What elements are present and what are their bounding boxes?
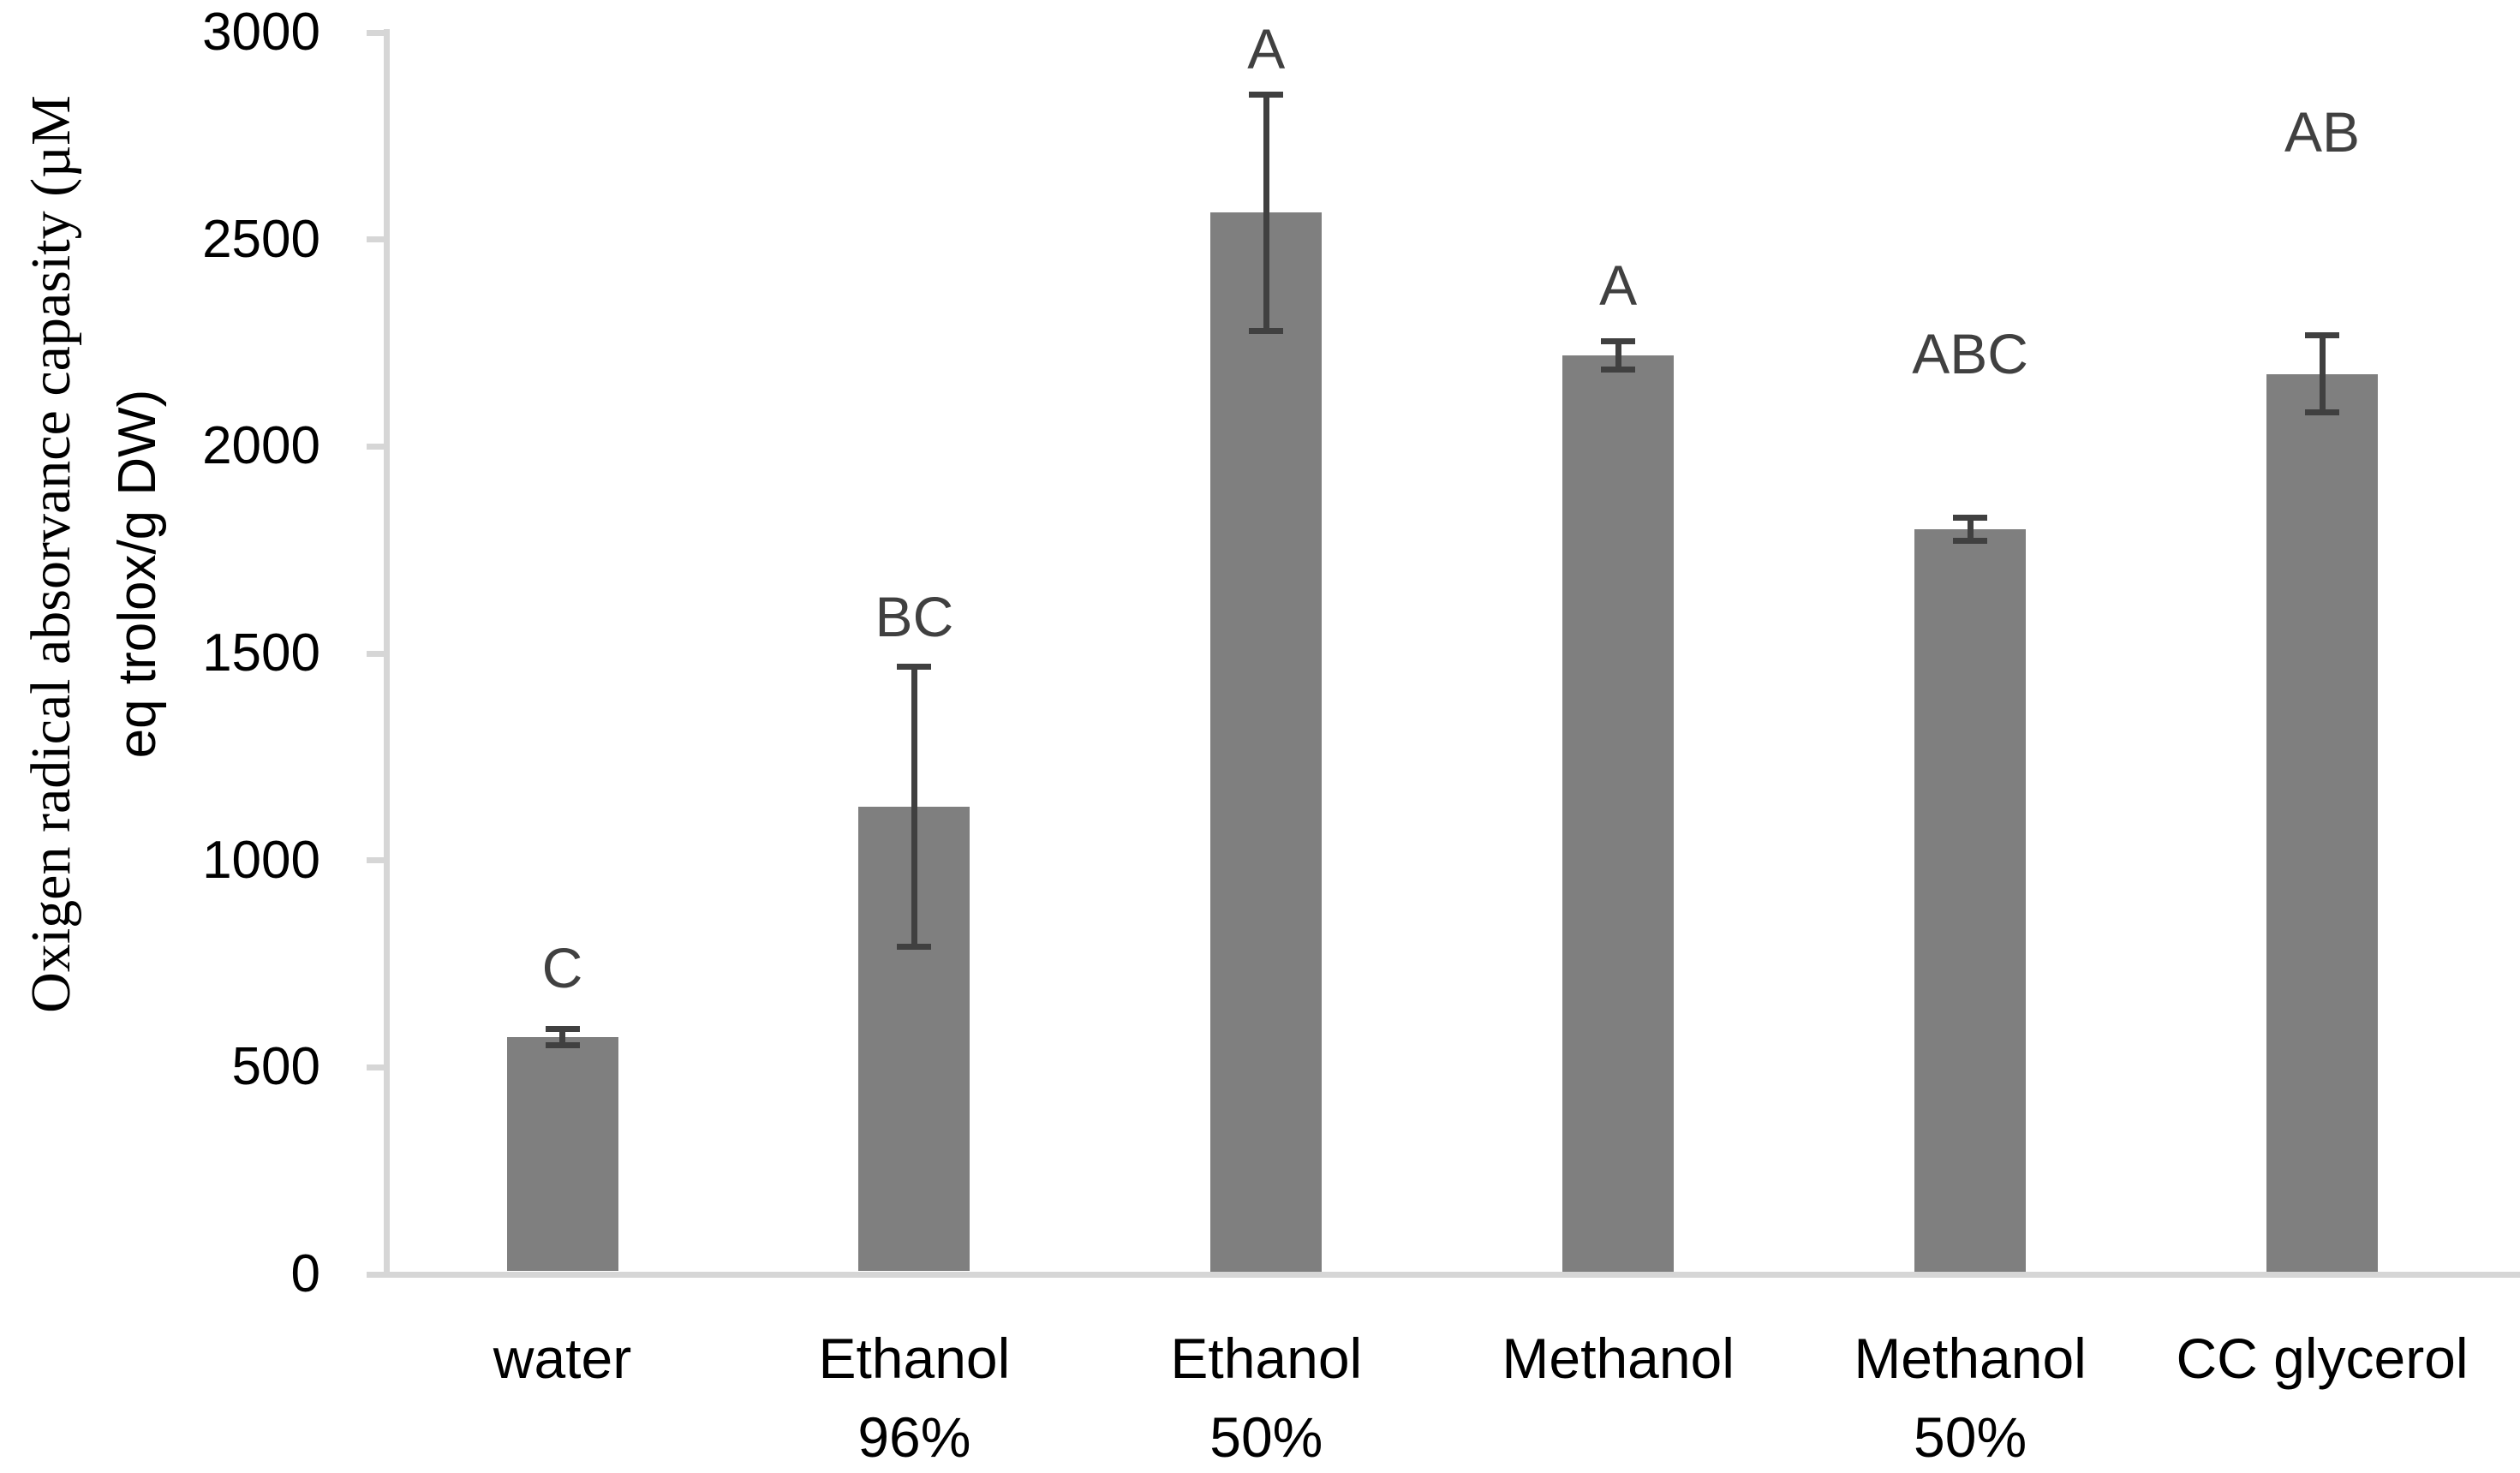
category-label-line: water <box>493 1327 632 1390</box>
significance-letter: C <box>541 936 583 1000</box>
bar <box>2266 373 2378 1272</box>
significance-letter: A <box>1247 17 1286 81</box>
y-tick-label: 0 <box>290 1244 320 1303</box>
significance-letter: ABC <box>1912 321 2028 385</box>
y-tick-mark <box>367 236 384 243</box>
x-axis-line <box>367 1271 2520 1278</box>
category-label-line: Ethanol <box>818 1327 1011 1390</box>
error-bar-cap-top <box>1601 337 1636 344</box>
bar <box>1210 212 1323 1272</box>
y-tick-mark <box>367 29 384 36</box>
y-tick-mark <box>367 857 384 864</box>
bar <box>506 1037 618 1272</box>
category-label-line: CC glycerol <box>2176 1327 2469 1390</box>
category-label: Methanol <box>1438 1319 1798 1398</box>
error-bar-cap-top <box>545 1025 580 1032</box>
category-label: water <box>383 1319 743 1398</box>
error-bar-line <box>1967 517 1974 541</box>
y-tick-label: 2000 <box>202 416 320 476</box>
category-label-line: 50% <box>1209 1405 1323 1469</box>
category-label-line: Ethanol <box>1170 1327 1363 1390</box>
error-bar-cap-bottom <box>2305 409 2339 416</box>
error-bar-cap-top <box>1249 92 1284 98</box>
error-bar-cap-bottom <box>897 943 932 950</box>
y-axis-line <box>384 29 390 1278</box>
y-tick-mark <box>367 1271 384 1278</box>
category-label-line: Methanol <box>1854 1327 2087 1390</box>
error-bar-cap-bottom <box>1601 367 1636 373</box>
error-bar-cap-top <box>1953 514 1988 521</box>
category-label-line: 96% <box>857 1405 971 1469</box>
y-tick-label: 500 <box>231 1037 320 1097</box>
error-bar-cap-bottom <box>545 1042 580 1049</box>
y-tick-label: 1500 <box>202 623 320 683</box>
category-label: Ethanol 50% <box>1086 1319 1446 1473</box>
category-label: CC glycerol <box>2142 1319 2502 1398</box>
category-label-line: 50% <box>1914 1405 2027 1469</box>
error-bar-cap-bottom <box>1249 327 1284 334</box>
bar <box>1914 529 2027 1272</box>
category-label: Methanol 50% <box>1790 1319 2150 1473</box>
y-tick-mark <box>367 650 384 657</box>
category-label-line: Methanol <box>1502 1327 1735 1390</box>
category-label: Ethanol 96% <box>734 1319 1094 1473</box>
error-bar-line <box>1263 94 1269 331</box>
y-tick-mark <box>367 443 384 450</box>
y-tick-label: 3000 <box>202 3 320 62</box>
significance-letter: BC <box>875 584 954 648</box>
error-bar-cap-top <box>2305 332 2339 339</box>
error-bar-line <box>911 666 917 947</box>
error-bar-cap-top <box>897 663 932 670</box>
bar <box>1562 355 1675 1272</box>
significance-letter: AB <box>2284 100 2361 164</box>
y-tick-label: 1000 <box>202 830 320 890</box>
error-bar-cap-bottom <box>1953 538 1988 545</box>
error-bar-line <box>559 1029 565 1046</box>
error-bar-line <box>2319 335 2326 413</box>
significance-letter: A <box>1599 253 1638 317</box>
y-tick-label: 2500 <box>202 209 320 269</box>
error-bar-line <box>1615 341 1621 370</box>
y-tick-mark <box>367 1064 384 1070</box>
